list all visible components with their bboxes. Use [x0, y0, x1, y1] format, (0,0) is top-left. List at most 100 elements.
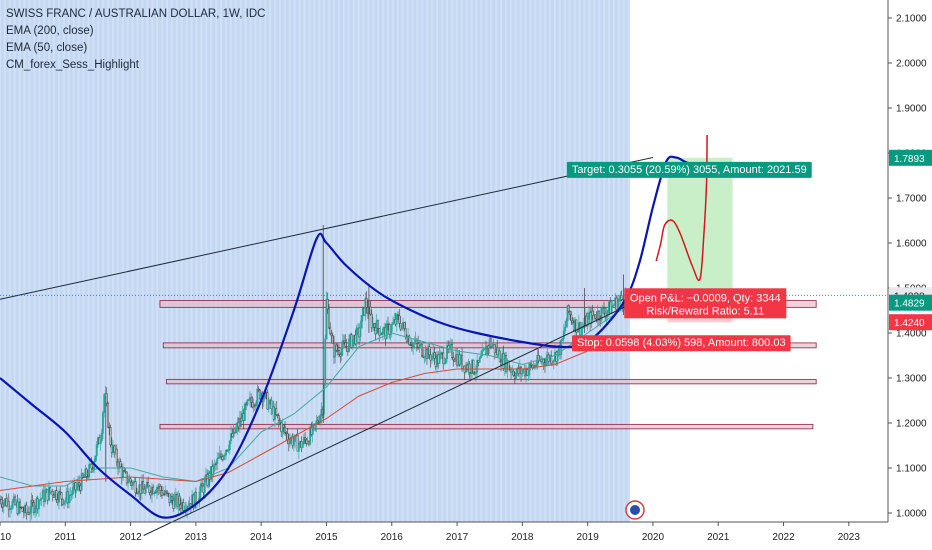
candle-body [132, 481, 134, 486]
candle-body [397, 314, 399, 316]
candle-body [44, 492, 47, 502]
candle-body [528, 363, 531, 371]
candle-body [11, 500, 14, 509]
candle-body [49, 487, 52, 493]
x-tick-label: 2021 [707, 532, 730, 543]
y-tick-label: 1.7000 [896, 194, 927, 205]
candle-body [31, 499, 34, 503]
candle-body [474, 371, 477, 375]
candle-body [137, 492, 140, 495]
candle-body [412, 342, 415, 348]
candle-body [33, 502, 35, 513]
candle-body [178, 495, 181, 505]
candle-body [550, 355, 553, 364]
candle-body [247, 399, 250, 401]
candle-body [421, 343, 423, 357]
trend-lines[interactable] [0, 157, 654, 536]
chart-legend: SWISS FRANC / AUSTRALIAN DOLLAR, 1W, IDC… [6, 6, 265, 74]
candle-body [311, 424, 314, 435]
y-tick-label: 1.1000 [896, 464, 927, 475]
x-tick-label: 2020 [642, 532, 665, 543]
candle-body [590, 310, 593, 325]
candle-body [171, 496, 173, 501]
candle-body [428, 346, 431, 356]
candle-body [566, 305, 569, 322]
candle-body [562, 330, 565, 340]
candle-body [598, 310, 600, 320]
candle-body [369, 306, 372, 315]
candle-body [606, 310, 609, 314]
candle-body [400, 325, 403, 330]
x-tick-label: 2012 [119, 532, 142, 543]
pnl-label: Open P&L: −0.0009, Qty: 3344 [630, 292, 781, 304]
price-label: 1.7893 [894, 154, 925, 165]
candle-body [102, 412, 104, 434]
blue-projection-curve [0, 155, 699, 519]
projection-drawings[interactable] [0, 134, 708, 519]
candle-body [225, 449, 227, 456]
candle-body [270, 399, 273, 409]
candle-body [148, 485, 151, 493]
candle-body [68, 495, 70, 504]
candle-body [618, 298, 620, 302]
x-tick-label: 2014 [250, 532, 273, 543]
candle-body [266, 392, 269, 410]
x-tick-label: 2022 [772, 532, 795, 543]
price-candles [0, 225, 628, 522]
candle-body [403, 322, 406, 329]
candle-body [423, 356, 426, 359]
candle-body [461, 354, 463, 369]
x-tick-label: 2019 [577, 532, 600, 543]
candle-body [478, 357, 481, 363]
candle-body [515, 373, 517, 379]
candle-body [481, 349, 484, 357]
candle-body [491, 345, 494, 348]
candle-body [156, 487, 158, 493]
zone-3 [166, 378, 817, 385]
target-label-text: Target: 0.3055 (20.59%) 3055, Amount: 20… [572, 164, 807, 176]
candle-body [351, 339, 354, 348]
candle-body [194, 491, 197, 505]
candle-body [238, 417, 241, 428]
candle-body [348, 338, 350, 352]
candle-body [451, 344, 453, 358]
candle-body [173, 497, 176, 509]
candle-body [276, 414, 279, 416]
candle-body [182, 502, 185, 511]
y-tick-label: 1.9000 [896, 104, 927, 115]
y-tick-label: 1.2000 [896, 419, 927, 430]
candle-body [223, 454, 226, 457]
candle-body [452, 357, 455, 361]
stop-label: Stop: 0.0598 (4.03%) 598, Amount: 800.03 [572, 335, 791, 352]
candle-body [230, 433, 232, 442]
candle-body [404, 328, 407, 338]
candle-body [545, 359, 548, 366]
session-highlight-layer [0, 0, 631, 522]
candle-body [40, 498, 43, 500]
candle-body [115, 448, 118, 463]
candle-body [119, 461, 122, 468]
candle-body [302, 437, 305, 444]
candle-body [365, 298, 368, 308]
candle-body [127, 481, 129, 484]
candle-body [105, 393, 108, 404]
candle-body [567, 305, 570, 312]
candle-body [227, 449, 230, 451]
legend-ema-200: EMA (200, close) [6, 25, 94, 37]
candle-body [316, 420, 319, 423]
candle-body [250, 397, 253, 403]
candle-body [70, 494, 73, 496]
candle-body [147, 482, 150, 487]
candle-body [88, 464, 91, 478]
candle-body [408, 335, 411, 346]
candle-body [142, 481, 145, 490]
candle-body [75, 486, 78, 491]
candle-body [377, 320, 379, 329]
target-label-box [566, 161, 812, 178]
candle-body [34, 507, 37, 513]
x-tick-label: 2023 [838, 532, 861, 543]
candle-body [277, 415, 280, 421]
candle-body [586, 316, 589, 327]
candle-body [19, 501, 21, 508]
